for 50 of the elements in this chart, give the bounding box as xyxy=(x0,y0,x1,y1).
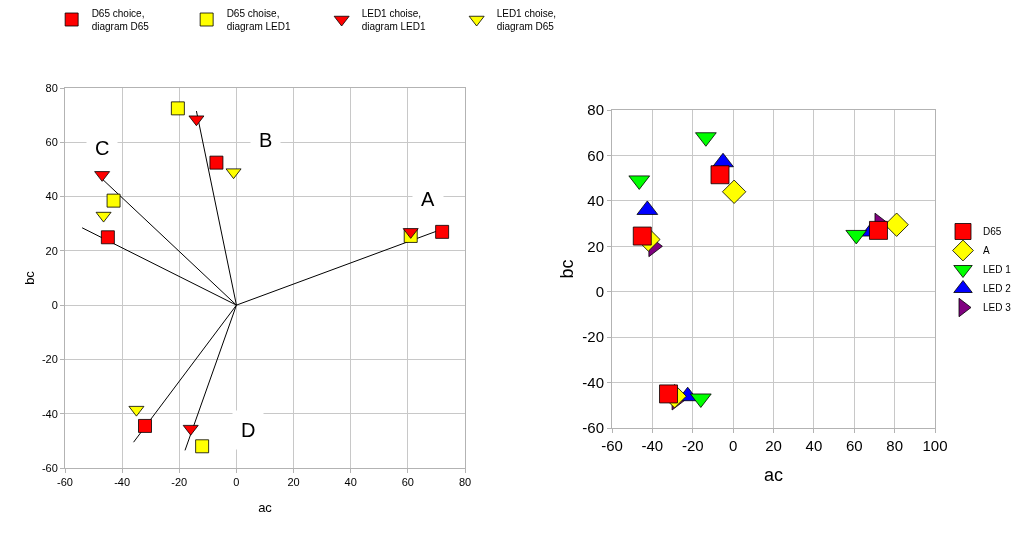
y-tick-label: 60 xyxy=(587,146,604,164)
x-tick-label: 20 xyxy=(765,437,782,454)
legend-label: LED1 choise, diagram D65 xyxy=(496,7,557,32)
annotation: D xyxy=(241,419,256,441)
y-tick-label: -60 xyxy=(41,461,58,474)
x-axis-title: ac xyxy=(258,499,273,515)
y-tick-label: 40 xyxy=(587,192,604,210)
x-tick-label: -60 xyxy=(601,437,623,454)
x-tick-label: -60 xyxy=(57,476,73,489)
legend-label: D65 choise, diagram LED1 xyxy=(226,7,292,32)
x-tick-label: -40 xyxy=(114,476,131,489)
legend-label: D65 xyxy=(983,226,1002,238)
x-tick-label: 40 xyxy=(344,476,357,489)
y-tick-label: 40 xyxy=(45,190,58,203)
legend-label: LED 3 xyxy=(983,302,1012,314)
x-tick-label: -20 xyxy=(681,437,704,454)
y-tick-label: -20 xyxy=(582,328,604,346)
y-tick-label: -20 xyxy=(41,353,58,366)
x-tick-label: 40 xyxy=(805,437,823,454)
y-tick-label: 0 xyxy=(51,298,58,311)
y-axis-title: bc xyxy=(556,259,577,279)
y-tick-label: 20 xyxy=(587,237,604,255)
y-axis-title: bc xyxy=(21,270,37,285)
annotation: B xyxy=(259,129,273,151)
x-tick-label: 100 xyxy=(922,437,948,454)
legend-label: LED 1 xyxy=(983,264,1012,276)
y-tick-label: 20 xyxy=(45,244,58,257)
x-tick-label: 80 xyxy=(458,476,472,489)
legend-label: LED 2 xyxy=(983,283,1012,295)
x-tick-label: 20 xyxy=(287,476,300,489)
x-tick-label: -20 xyxy=(171,476,188,489)
annotation: C xyxy=(95,137,110,159)
legend-label: A xyxy=(983,245,990,257)
x-tick-label: 60 xyxy=(401,476,414,489)
y-tick-label: -40 xyxy=(41,407,58,420)
y-tick-label: 80 xyxy=(587,101,604,119)
x-axis-title: ac xyxy=(763,465,784,486)
y-tick-label: -40 xyxy=(582,373,604,391)
y-tick-label: 60 xyxy=(45,136,58,149)
x-tick-label: 80 xyxy=(886,437,903,454)
y-tick-label: 80 xyxy=(45,81,58,94)
y-tick-label: -60 xyxy=(582,419,604,437)
x-tick-label: 60 xyxy=(845,437,863,454)
x-tick-label: 0 xyxy=(233,476,240,489)
x-tick-label: -40 xyxy=(641,437,664,454)
legend-label: LED1 choise, diagram LED1 xyxy=(361,7,427,32)
legend-label: D65 choice, diagram D65 xyxy=(91,7,150,32)
x-tick-label: 0 xyxy=(728,437,738,454)
y-tick-label: 0 xyxy=(595,282,604,300)
annotation: A xyxy=(421,188,435,210)
